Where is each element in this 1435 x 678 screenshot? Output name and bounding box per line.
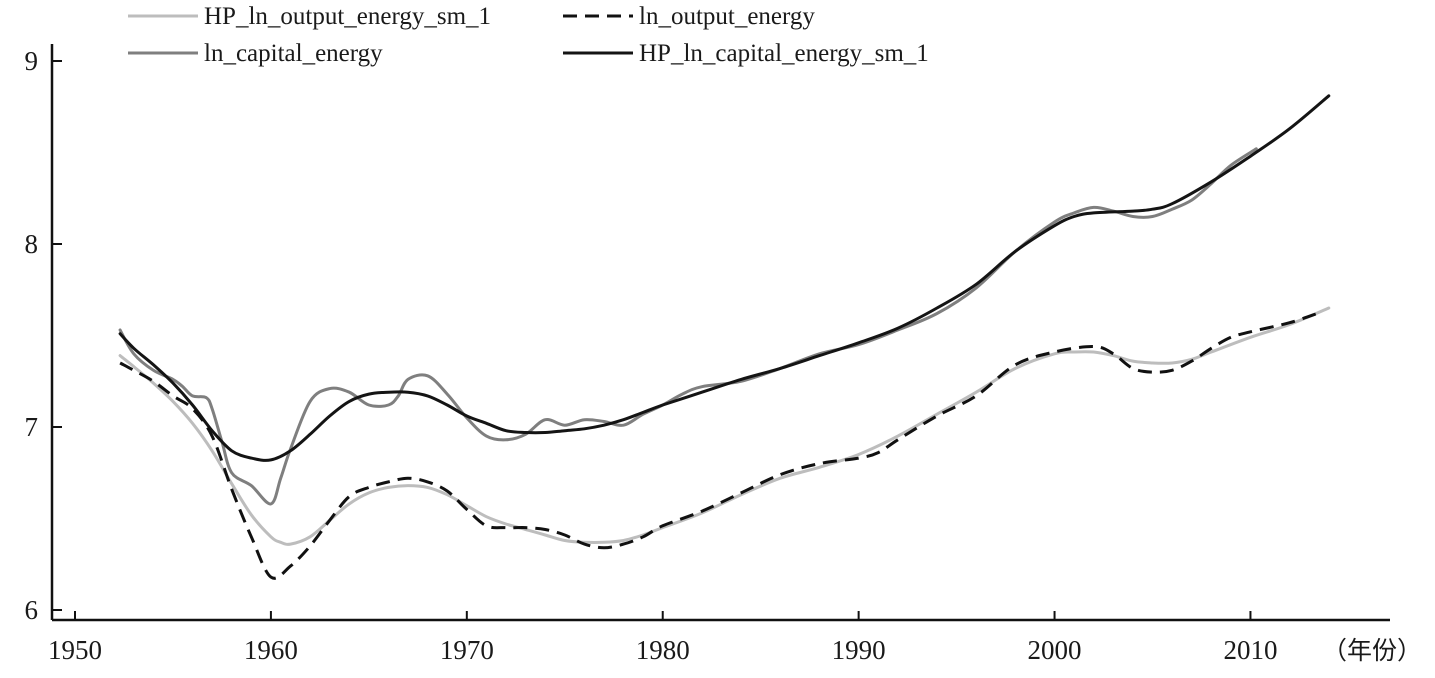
x-tick-label: 1970 bbox=[440, 635, 494, 665]
x-tick-label: 1990 bbox=[832, 635, 886, 665]
axes bbox=[50, 44, 1390, 622]
x-tick-label: 2010 bbox=[1223, 635, 1277, 665]
x-tick-label: 1980 bbox=[636, 635, 690, 665]
series-line-hp-ln-output-energy-sm-1 bbox=[118, 306, 1331, 546]
y-tick-label: 9 bbox=[25, 46, 39, 76]
legend-label: ln_capital_energy bbox=[204, 40, 383, 67]
series-line-ln-output-energy bbox=[119, 312, 1318, 580]
legend-label: HP_ln_output_energy_sm_1 bbox=[204, 3, 491, 30]
y-tick-label: 8 bbox=[25, 229, 39, 259]
x-tick-label: 1960 bbox=[244, 635, 298, 665]
series-lines bbox=[118, 94, 1331, 580]
axis-ticks: 1950 1960 1970 1980 1990 2000 2010 6 7 8 9 bbox=[25, 46, 1278, 665]
x-tick-label: 1950 bbox=[48, 635, 102, 665]
series-line-ln-capital-energy bbox=[118, 147, 1258, 506]
y-tick-label: 6 bbox=[25, 595, 39, 625]
y-tick-label: 7 bbox=[25, 412, 39, 442]
legend-label: HP_ln_capital_energy_sm_1 bbox=[639, 40, 929, 67]
series-line-hp-ln-capital-energy-sm-1 bbox=[118, 94, 1331, 462]
legend: HP_ln_output_energy_sm_1 ln_output_energy… bbox=[128, 3, 929, 67]
x-tick-label: 2000 bbox=[1028, 635, 1082, 665]
x-axis-unit-label: （年份） bbox=[1322, 636, 1422, 665]
legend-label: ln_output_energy bbox=[639, 3, 815, 30]
